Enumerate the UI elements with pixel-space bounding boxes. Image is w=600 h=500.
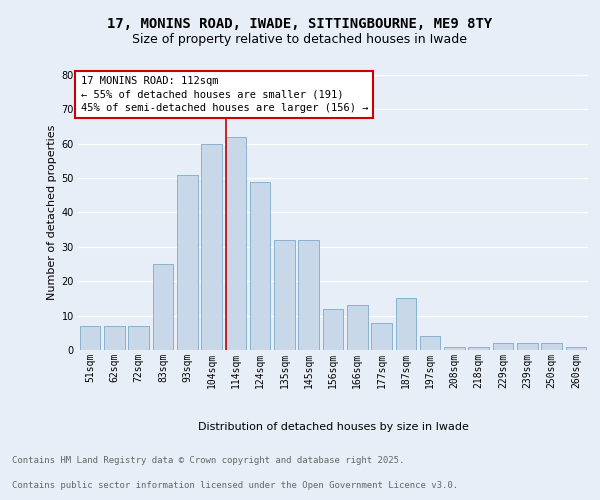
Text: 17, MONINS ROAD, IWADE, SITTINGBOURNE, ME9 8TY: 17, MONINS ROAD, IWADE, SITTINGBOURNE, M…: [107, 18, 493, 32]
Bar: [80, 326, 100, 350]
Bar: [128, 326, 149, 350]
Bar: [298, 240, 319, 350]
Bar: [152, 264, 173, 350]
Text: Contains public sector information licensed under the Open Government Licence v3: Contains public sector information licen…: [12, 481, 458, 490]
Bar: [250, 182, 271, 350]
Bar: [517, 343, 538, 350]
Bar: [177, 174, 197, 350]
Text: Size of property relative to detached houses in Iwade: Size of property relative to detached ho…: [133, 32, 467, 46]
Bar: [395, 298, 416, 350]
Text: 17 MONINS ROAD: 112sqm
← 55% of detached houses are smaller (191)
45% of semi-de: 17 MONINS ROAD: 112sqm ← 55% of detached…: [80, 76, 368, 113]
Bar: [493, 343, 514, 350]
Bar: [347, 306, 368, 350]
Bar: [566, 346, 586, 350]
Bar: [444, 346, 465, 350]
Bar: [541, 343, 562, 350]
Bar: [371, 322, 392, 350]
Text: Contains HM Land Registry data © Crown copyright and database right 2025.: Contains HM Land Registry data © Crown c…: [12, 456, 404, 465]
Bar: [104, 326, 125, 350]
Bar: [274, 240, 295, 350]
Text: Distribution of detached houses by size in Iwade: Distribution of detached houses by size …: [197, 422, 469, 432]
Bar: [201, 144, 222, 350]
Bar: [420, 336, 440, 350]
Y-axis label: Number of detached properties: Number of detached properties: [47, 125, 57, 300]
Bar: [323, 308, 343, 350]
Bar: [226, 137, 246, 350]
Bar: [469, 346, 489, 350]
